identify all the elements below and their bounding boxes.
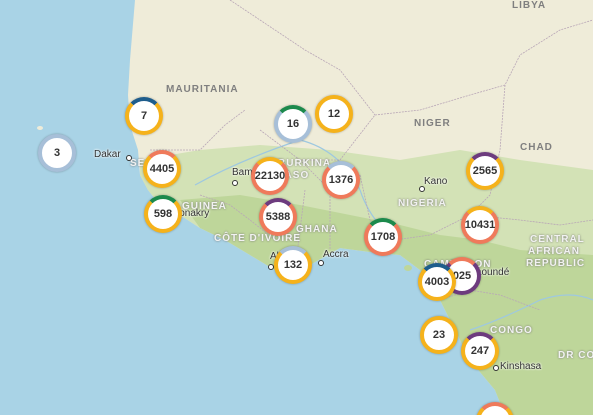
country-mauritania: MAURITANIA (166, 84, 239, 95)
country-nigeria: NIGERIA (398, 198, 447, 209)
cluster-marker[interactable]: 4003 (418, 263, 456, 301)
cluster-marker[interactable]: 7 (125, 97, 163, 135)
cluster-count: 10431 (464, 219, 496, 231)
country-congo: CONGO (490, 325, 533, 336)
cluster-count: 7 (140, 110, 148, 122)
city-accra: Accra (323, 249, 349, 260)
city-yaounde: Yaoundé (470, 267, 510, 278)
cluster-marker[interactable]: 10431 (461, 206, 499, 244)
country-senegal: SE (130, 158, 146, 169)
city-conakry: Conakry (172, 208, 210, 219)
cluster-count: 4405 (149, 163, 175, 175)
city-kinshasa: Kinshasa (500, 361, 542, 372)
country-ghana: GHANA (296, 224, 338, 235)
cluster-marker[interactable]: 3 (38, 134, 76, 172)
city-bamako: Bamako (232, 167, 269, 178)
cluster-count: 5388 (265, 211, 291, 223)
cluster-marker[interactable]: 598 (144, 195, 182, 233)
cluster-marker[interactable]: 22130 (251, 157, 289, 195)
cluster-count: 16 (286, 118, 300, 130)
city-dot-accra (318, 260, 324, 266)
cluster-marker[interactable]: 16 (274, 105, 312, 143)
cape-verde-island (37, 126, 43, 130)
city-dot-kinshasa (493, 365, 499, 371)
cluster-count: 2565 (472, 165, 498, 177)
river-niger (194, 139, 396, 241)
river-congo (469, 294, 593, 331)
cluster-marker[interactable]: 5388 (259, 198, 297, 236)
cluster-count: 12 (327, 108, 341, 120)
cluster-count: 132 (283, 259, 303, 271)
city-dot-dakar (126, 155, 132, 161)
cluster-marker[interactable]: 4405 (143, 150, 181, 188)
country-burkina-faso: BURKINA FASO (278, 158, 331, 181)
cluster-marker[interactable]: 1376 (322, 161, 360, 199)
cluster-count: 1376 (328, 174, 354, 186)
country-chad: CHAD (520, 142, 553, 153)
country-cote-divoire: CÔTE D'IVOIRE (214, 233, 302, 244)
cluster-count: 22130 (254, 170, 286, 182)
country-niger: NIGER (414, 118, 451, 129)
country-car-line2: AFRICAN (528, 246, 580, 257)
country-guinea: GUINEA (182, 201, 227, 212)
city-dot-abidjan (268, 264, 274, 270)
cluster-marker[interactable]: 1708 (364, 218, 402, 256)
cluster-marker[interactable]: 247 (461, 332, 499, 370)
country-libya: LIBYA (512, 0, 547, 11)
country-car-line1: CENTRAL (530, 234, 585, 245)
country-drc: DR CO (558, 350, 593, 361)
city-dot-bamako (232, 180, 238, 186)
cluster-marker[interactable]: 23 (420, 316, 458, 354)
bioko-island (404, 265, 412, 271)
cluster-count: 3 (53, 147, 61, 159)
cluster-count: 23 (432, 329, 446, 341)
country-car-line3: REPUBLIC (526, 258, 586, 269)
cluster-count: 1708 (370, 231, 396, 243)
cluster-count: 4003 (424, 276, 450, 288)
cluster-marker[interactable]: 132 (274, 246, 312, 284)
city-dot-kano (419, 186, 425, 192)
cluster-marker[interactable]: 12 (315, 95, 353, 133)
cluster-marker[interactable]: 2565 (466, 152, 504, 190)
cluster-count: 247 (470, 345, 490, 357)
city-dakar: Dakar (94, 149, 121, 160)
cluster-count: 025 (452, 270, 472, 282)
city-kano: Kano (424, 176, 448, 187)
cluster-count: 598 (153, 208, 173, 220)
